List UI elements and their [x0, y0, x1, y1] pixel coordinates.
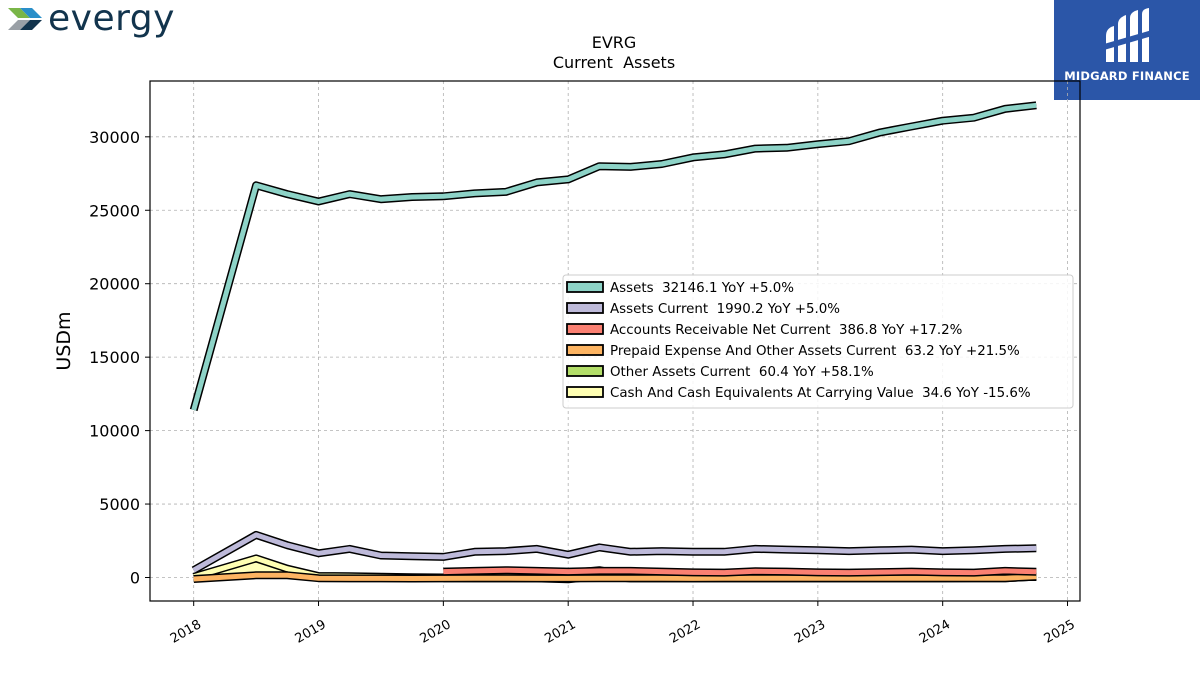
legend-swatch	[566, 365, 604, 377]
y-tick-label: 20000	[89, 275, 140, 294]
y-axis-label: USDm	[53, 311, 75, 370]
legend-swatch	[566, 344, 604, 356]
legend-label: Cash And Cash Equivalents At Carrying Va…	[610, 386, 1031, 401]
series-line-1	[192, 532, 1037, 573]
x-axis-ticks: 2018 2019 2020 2021 2022 2023 2024 2025	[168, 601, 1078, 647]
legend-swatch	[566, 302, 604, 314]
x-tick-label: 2025	[1042, 617, 1078, 647]
series-line-3	[193, 572, 1037, 582]
midgard-finance-logo: MIDGARD FINANCE	[1054, 0, 1200, 100]
chart-subtitle: Current Assets	[553, 53, 675, 72]
x-tick-label: 2019	[293, 617, 329, 647]
legend-label: Assets 32146.1 YoY +5.0%	[610, 281, 794, 296]
legend-swatch	[566, 281, 604, 293]
x-tick-label: 2023	[792, 617, 828, 647]
x-tick-label: 2022	[667, 617, 703, 647]
y-tick-label: 10000	[89, 422, 140, 441]
series-line-0	[191, 102, 1037, 411]
y-tick-label: 0	[130, 568, 140, 587]
plot-frame	[149, 80, 1081, 602]
y-tick-label: 25000	[89, 201, 140, 220]
midgard-emblem-icon	[1104, 8, 1152, 62]
x-tick-label: 2020	[418, 617, 454, 647]
legend-label: Other Assets Current 60.4 YoY +58.1%	[610, 365, 874, 380]
x-tick-label: 2021	[542, 617, 578, 647]
series-lines	[189, 101, 1037, 584]
legend-swatch	[566, 386, 604, 398]
legend-swatch	[566, 323, 604, 335]
legend-box	[562, 274, 1074, 409]
legend-label: Accounts Receivable Net Current 386.8 Yo…	[610, 323, 962, 338]
legend: Assets 32146.1 YoY +5.0% Assets Current 1…	[562, 274, 1074, 409]
y-tick-label: 15000	[89, 348, 140, 367]
y-axis-ticks: 0 5000 10000 15000 20000 25000 30000	[89, 128, 150, 587]
evergy-chevron-icon	[8, 8, 42, 30]
y-tick-label: 5000	[99, 495, 140, 514]
series-line-2	[443, 567, 1037, 576]
midgard-logo-text: MIDGARD FINANCE	[1064, 69, 1190, 83]
x-tick-label: 2024	[917, 617, 953, 647]
legend-label: Assets Current 1990.2 YoY +5.0%	[610, 302, 840, 317]
evergy-logo-text: evergy	[48, 0, 175, 39]
legend-label: Prepaid Expense And Other Assets Current…	[610, 344, 1020, 359]
x-tick-label: 2018	[168, 617, 204, 647]
y-tick-label: 30000	[89, 128, 140, 147]
evergy-logo: evergy	[6, 0, 186, 44]
chart-title: EVRG	[592, 33, 637, 52]
